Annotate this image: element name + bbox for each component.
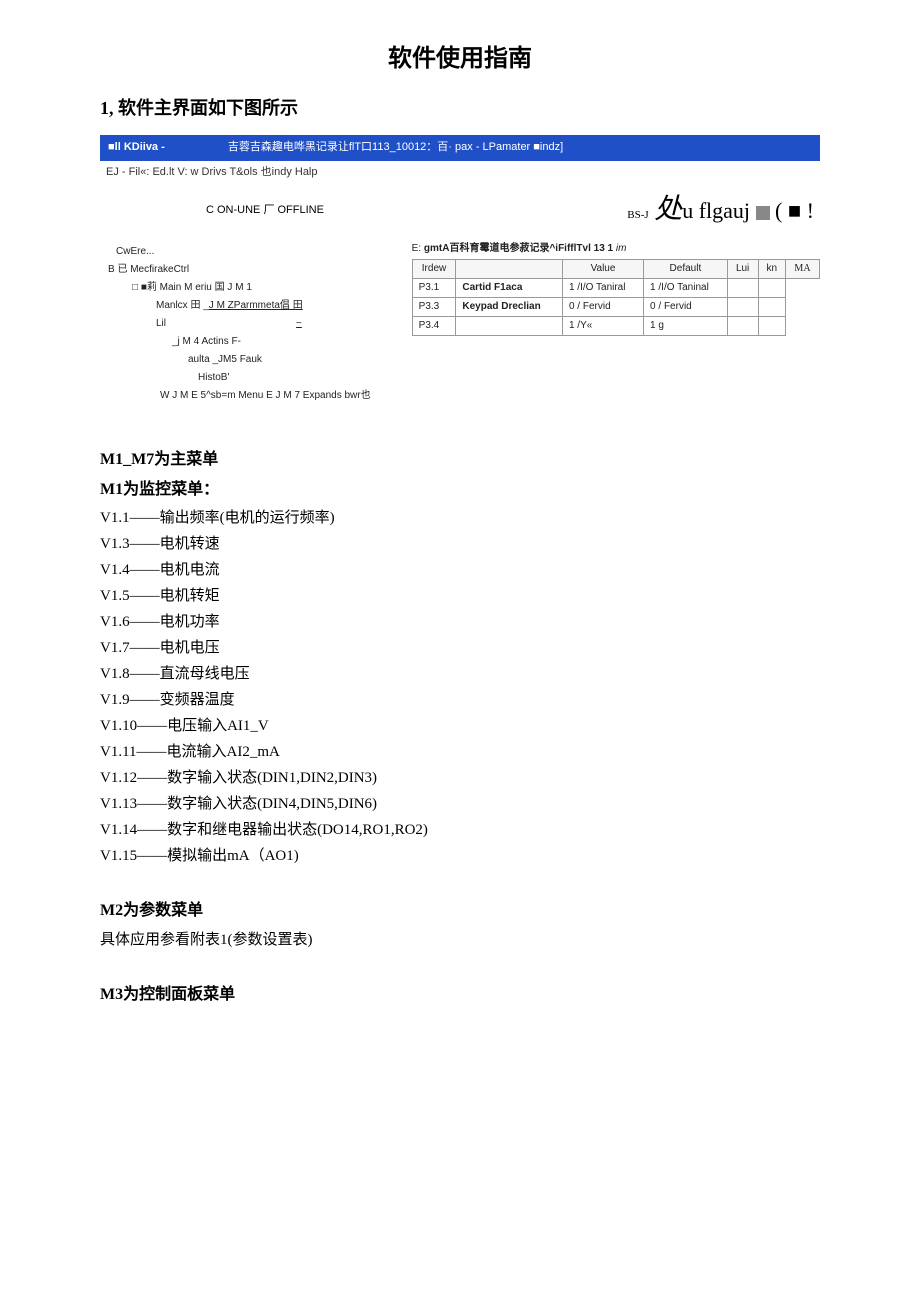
- m1-list: V1.1——输出频率(电机的运行频率)V1.3——电机转速V1.4——电机电流V…: [100, 506, 820, 868]
- logo-prefix: BS-J: [627, 209, 648, 221]
- m2-note: 具体应用参看附表1(参数设置表): [100, 928, 820, 952]
- heading-m3: M3为控制面板菜单: [100, 982, 820, 1008]
- table-cell: [456, 317, 563, 336]
- m1-item: V1.3——电机转速: [100, 532, 820, 556]
- table-cell: Cartid F1aca: [456, 279, 563, 298]
- logo-tail: ( ■ !: [775, 198, 814, 223]
- col-kn[interactable]: kn: [758, 260, 785, 279]
- table-cell: P3.1: [412, 279, 456, 298]
- m1-item: V1.10——电压输入AI1_V: [100, 714, 820, 738]
- table-row[interactable]: P3.3Keypad Dreclian0 / Fervid0 / Fervid: [412, 298, 819, 317]
- section1-heading: 1, 软件主界面如下图所示: [100, 94, 820, 123]
- tree-m1-m2[interactable]: Manlcx 田 _J M ZParmmeta倡 田: [156, 297, 404, 315]
- brand-logo: BS-J 处u flgauj ( ■ !: [627, 188, 814, 233]
- tree-pane: CwEre... B 已 MecfirakeCtrl □ ■莉 Main M e…: [100, 241, 412, 407]
- m1-item: V1.8——直流母线电压: [100, 662, 820, 686]
- col-value[interactable]: Value: [562, 260, 643, 279]
- tree-m1: Manlcx 田 _: [156, 300, 209, 311]
- m1-item: V1.4——电机电流: [100, 558, 820, 582]
- table-header-row: Irdew Value Default Lui kn MA: [412, 260, 819, 279]
- table-cell: 1 /I/O Taniral: [562, 279, 643, 298]
- table-cell: Keypad Dreclian: [456, 298, 563, 317]
- online-status: C ON-UNE 厂 OFFLINE: [206, 202, 324, 220]
- table-cell: [758, 317, 785, 336]
- m1-item: V1.5——电机转矩: [100, 584, 820, 608]
- col-lui[interactable]: Lui: [727, 260, 758, 279]
- tree-root[interactable]: B 已 MecfirakeCtrl: [108, 261, 404, 279]
- col-ma-m: M: [794, 263, 803, 274]
- table-cell: 0 / Fervid: [644, 298, 728, 317]
- m1-item: V1.12——数字输入状态(DIN1,DIN2,DIN3): [100, 766, 820, 790]
- tree-m4[interactable]: _j M 4 Actins F-: [172, 333, 404, 351]
- doc-title: 软件使用指南: [100, 40, 820, 78]
- grid-pane: E: gmtA百科育霉道电参菽记录^iFifflTvl 13 1 im Irde…: [412, 241, 820, 407]
- tree-main-menu[interactable]: □ ■莉 Main M eriu 国 J M 1: [132, 279, 404, 297]
- m1-item: V1.9——变频器温度: [100, 688, 820, 712]
- tree-m2: J M ZParmmeta倡 田: [209, 300, 303, 311]
- heading-m1: M1为监控菜单：: [100, 477, 820, 503]
- m1-item: V1.11——电流输入AI2_mA: [100, 740, 820, 764]
- table-cell: [727, 317, 758, 336]
- toolbar: C ON-UNE 厂 OFFLINE BS-J 处u flgauj ( ■ !: [100, 184, 820, 237]
- titlebar-mid: 吉蓉吉森趣电哗黑记录让flT口113_10012：百· pax - LPamat…: [228, 141, 563, 153]
- tree-main-a: □ ■莉 Main M eriu 国 J M 1: [132, 282, 252, 293]
- tree-tilde: ~: [296, 318, 302, 329]
- tree-m5[interactable]: aulta _JM5 Fauk: [188, 351, 404, 369]
- col-ma-a: A: [803, 263, 810, 274]
- col-ma[interactable]: MA: [785, 260, 819, 279]
- menu-bar[interactable]: EJ - Fil«: Ed.lt V: w Drivs T&ols 也indy …: [100, 161, 820, 185]
- table-cell: P3.4: [412, 317, 456, 336]
- table-cell: [727, 298, 758, 317]
- table-cell: 1 /I/O Taninal: [644, 279, 728, 298]
- table-cell: 1 g: [644, 317, 728, 336]
- tree-histo[interactable]: HistoB': [198, 369, 404, 387]
- m1-item: V1.7——电机电压: [100, 636, 820, 660]
- param-table: Irdew Value Default Lui kn MA P3.1Cartid…: [412, 259, 820, 336]
- col-name[interactable]: [456, 260, 563, 279]
- tree-lil-row[interactable]: Lil ~: [156, 315, 404, 333]
- tree-cwere[interactable]: CwEre...: [116, 243, 404, 261]
- table-cell: [727, 279, 758, 298]
- heading-m1-m7: M1_M7为主菜单: [100, 447, 820, 473]
- m1-item: V1.1——输出频率(电机的运行频率): [100, 506, 820, 530]
- m1-item: V1.15——模拟输出mA（AO1): [100, 844, 820, 868]
- table-cell: 0 / Fervid: [562, 298, 643, 317]
- path-c: im: [616, 243, 627, 254]
- table-cell: [758, 279, 785, 298]
- table-cell: P3.3: [412, 298, 456, 317]
- titlebar-left: ■ll KDiiva -: [108, 141, 165, 153]
- square-icon: [756, 206, 770, 220]
- heading-m2: M2为参数菜单: [100, 898, 820, 924]
- table-row[interactable]: P3.1Cartid F1aca1 /I/O Taniral1 /I/O Tan…: [412, 279, 819, 298]
- m1-item: V1.14——数字和继电器输出状态(DO14,RO1,RO2): [100, 818, 820, 842]
- path-b: gmtA百科育霉道电参菽记录^iFifflTvl 13 1: [424, 243, 616, 254]
- col-default[interactable]: Default: [644, 260, 728, 279]
- table-cell: 1 /Y«: [562, 317, 643, 336]
- app-screenshot: ■ll KDiiva - 吉蓉吉森趣电哗黑记录让flT口113_10012：百·…: [100, 135, 820, 407]
- table-cell: [758, 298, 785, 317]
- workspace: CwEre... B 已 MecfirakeCtrl □ ■莉 Main M e…: [100, 241, 820, 407]
- logo-suffix: u flgauj: [682, 198, 750, 223]
- tree-lil: Lil: [156, 318, 166, 329]
- path-a: E:: [412, 243, 424, 254]
- col-index[interactable]: Irdew: [412, 260, 456, 279]
- m1-item: V1.6——电机功率: [100, 610, 820, 634]
- window-titlebar: ■ll KDiiva - 吉蓉吉森趣电哗黑记录让flT口113_10012：百·…: [100, 135, 820, 161]
- table-row[interactable]: P3.4 1 /Y«1 g: [412, 317, 819, 336]
- breadcrumb-path: E: gmtA百科育霉道电参菽记录^iFifflTvl 13 1 im: [412, 241, 820, 257]
- tree-m6-m7[interactable]: W J M E 5^sb=m Menu E J M 7 Expands bwr也: [160, 387, 404, 405]
- logo-glyph: 处: [654, 194, 682, 225]
- m1-item: V1.13——数字输入状态(DIN4,DIN5,DIN6): [100, 792, 820, 816]
